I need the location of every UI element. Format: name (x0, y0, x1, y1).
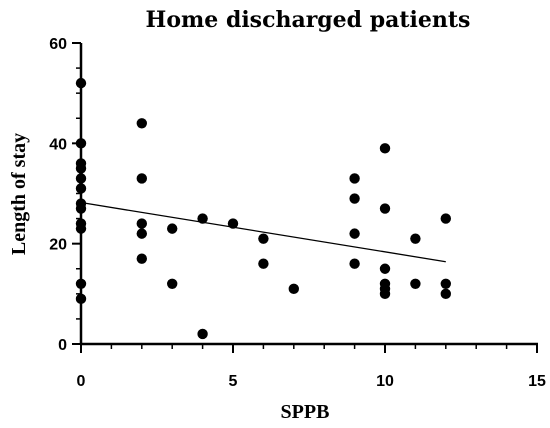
data-point (75, 278, 87, 289)
data-point (75, 138, 87, 149)
y-tick-label: 40 (49, 136, 67, 153)
data-point (288, 283, 299, 295)
data-point (379, 288, 391, 300)
data-point (379, 143, 391, 154)
data-points (75, 77, 451, 340)
data-point (167, 278, 178, 289)
data-point (349, 193, 360, 204)
data-point (440, 213, 451, 224)
data-point (136, 118, 147, 129)
data-point (75, 163, 87, 174)
x-axis-label: SPPB (281, 401, 330, 423)
y-tick-label: 0 (58, 337, 67, 354)
data-point (349, 228, 360, 239)
x-tick-label: 0 (77, 373, 86, 390)
data-point (75, 223, 87, 234)
data-point (75, 203, 87, 214)
trend-line (80, 201, 446, 263)
data-point (349, 173, 360, 184)
data-point (197, 328, 208, 340)
y-axis-label: Length of stay (8, 133, 30, 255)
data-point (136, 218, 147, 229)
data-point (136, 253, 147, 264)
trend-line-group (80, 201, 446, 263)
data-point (75, 173, 87, 184)
data-point (258, 258, 269, 269)
data-point (75, 183, 87, 194)
data-point (410, 233, 421, 244)
x-tick-label: 10 (376, 373, 394, 390)
chart-title: Home discharged patients (146, 7, 471, 33)
data-point (136, 173, 147, 184)
x-tick-label: 5 (229, 373, 238, 390)
data-point (379, 263, 391, 274)
y-tick-label: 60 (49, 36, 67, 53)
data-point (136, 228, 147, 239)
y-tick-label: 20 (49, 237, 67, 254)
data-point (258, 233, 269, 244)
data-point (440, 288, 451, 300)
data-point (227, 218, 239, 229)
data-point (167, 223, 178, 234)
data-point (75, 77, 87, 89)
data-point (197, 213, 208, 224)
axes: 0 5 10 15 0 20 40 60 (49, 36, 546, 390)
data-point (379, 203, 391, 214)
x-tick-label: 15 (528, 373, 546, 390)
data-point (349, 258, 360, 269)
data-point (410, 278, 421, 289)
data-point (75, 293, 87, 305)
data-point (440, 278, 451, 289)
